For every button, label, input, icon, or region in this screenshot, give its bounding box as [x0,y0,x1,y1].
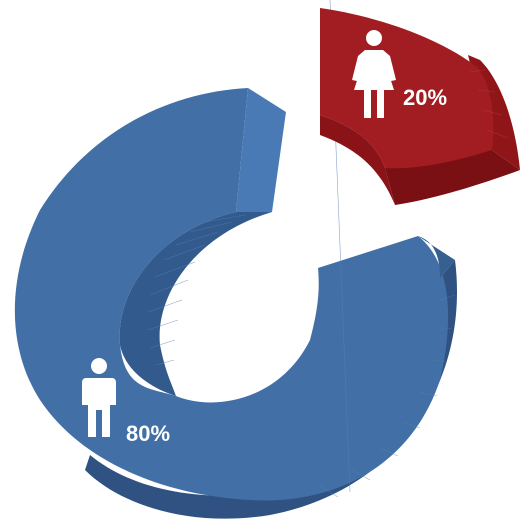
slice-female [320,8,520,205]
slice-female-depth [385,150,520,205]
slice-female-inner [320,115,395,205]
slice-male-cut-end [418,236,455,278]
slice-male-cut-top [236,88,286,212]
slice-female-face [320,8,494,169]
slice-male-rim-hatch [319,294,456,498]
slice-female-label: 20% [403,85,447,110]
slice-male [14,0,458,519]
male-person-icon [82,358,116,437]
slice-male-label: 80% [126,421,170,446]
slice-male-hatch [147,0,351,493]
female-person-icon [352,30,396,118]
slice-male-inner-depth [119,212,272,396]
slice-female-hatch [469,69,509,139]
slice-male-face [14,88,449,501]
